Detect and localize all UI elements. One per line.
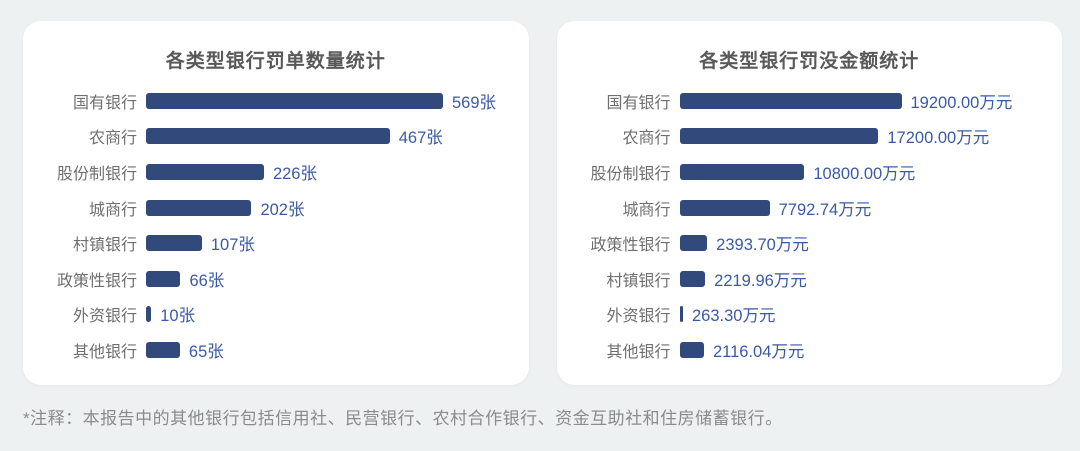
chart-row: 国有银行 19200.00万元	[557, 83, 1063, 119]
penalty-amount-chart-rows: 国有银行 19200.00万元农商行 17200.00万元股份制银行 10800.00…	[557, 67, 1063, 368]
category-label: 村镇银行	[72, 237, 137, 255]
bar	[146, 306, 152, 323]
category-label: 城商行	[622, 201, 671, 219]
category-label: 股份制银行	[590, 165, 671, 183]
bar	[679, 270, 706, 287]
value-label: 19200.00万元	[910, 93, 1013, 112]
chart-row: 其他银行 2116.04万元	[557, 332, 1063, 368]
value-label: 2219.96万元	[714, 271, 807, 290]
category-label: 农商行	[622, 130, 671, 148]
penalty-count-chart-card: 各类型银行罚单数量统计 国有银行 569张农商行 467张股份制银行 226张城商行 2…	[23, 21, 529, 385]
bar	[146, 341, 180, 358]
category-label: 农商行	[88, 130, 137, 148]
value-label: 569张	[452, 93, 497, 112]
category-label: 政策性银行	[56, 272, 137, 290]
chart-row: 股份制银行 226张	[23, 154, 529, 190]
bar	[146, 199, 252, 216]
chart-row: 村镇银行 2219.96万元	[557, 261, 1063, 297]
category-label: 政策性银行	[590, 237, 671, 255]
bar	[679, 92, 902, 109]
bar	[679, 199, 770, 216]
chart-row: 城商行 7792.74万元	[557, 190, 1063, 226]
chart-row: 村镇银行 107张	[23, 225, 529, 261]
value-label: 467张	[398, 129, 443, 148]
chart-row: 股份制银行 10800.00万元	[557, 154, 1063, 190]
category-label: 其他银行	[606, 343, 671, 361]
bar	[146, 92, 443, 109]
penalty-count-chart-rows: 国有银行 569张农商行 467张股份制银行 226张城商行 202张村镇银行 107张政…	[23, 67, 529, 368]
chart-row: 农商行 467张	[23, 119, 529, 155]
value-label: 10张	[160, 307, 196, 326]
value-label: 65张	[188, 342, 224, 361]
value-label: 226张	[272, 164, 317, 183]
value-label: 10800.00万元	[813, 164, 916, 183]
category-label: 股份制银行	[56, 165, 137, 183]
category-label: 外资银行	[72, 308, 137, 326]
chart-row: 外资银行 10张	[23, 297, 529, 333]
charts-container: 各类型银行罚单数量统计 国有银行 569张农商行 467张股份制银行 226张城商行 2…	[23, 21, 1063, 385]
category-label: 其他银行	[72, 343, 137, 361]
penalty-amount-chart-title: 各类型银行罚没金额统计	[699, 51, 920, 72]
bar	[146, 270, 181, 287]
penalty-count-chart-title: 各类型银行罚单数量统计	[165, 51, 386, 72]
value-label: 2116.04万元	[712, 342, 805, 361]
chart-row: 外资银行 263.30万元	[557, 297, 1063, 333]
value-label: 202张	[260, 200, 305, 219]
penalty-amount-chart-card: 各类型银行罚没金额统计 国有银行 19200.00万元农商行 17200.00万元股…	[556, 21, 1063, 385]
bar	[146, 128, 390, 145]
bar	[146, 163, 264, 180]
value-label: 66张	[189, 271, 225, 290]
bar	[679, 163, 805, 180]
category-label: 国有银行	[606, 94, 671, 112]
footnote: *注释：本报告中的其他银行包括信用社、民营银行、农村合作银行、资金互助社和住房储…	[23, 409, 783, 428]
bar	[679, 128, 879, 145]
category-label: 外资银行	[606, 308, 671, 326]
chart-row: 农商行 17200.00万元	[557, 119, 1063, 155]
chart-row: 其他银行 65张	[23, 332, 529, 368]
chart-row: 政策性银行 66张	[23, 261, 529, 297]
value-label: 2393.70万元	[716, 236, 809, 255]
value-label: 7792.74万元	[778, 200, 872, 219]
value-label: 263.30万元	[692, 307, 776, 326]
bar	[679, 341, 704, 358]
category-label: 村镇银行	[606, 272, 671, 290]
bar	[679, 306, 683, 323]
chart-row: 政策性银行 2393.70万元	[557, 225, 1063, 261]
bar	[679, 235, 708, 252]
value-label: 17200.00万元	[887, 129, 990, 148]
value-label: 107张	[210, 236, 255, 255]
category-label: 城商行	[88, 201, 137, 219]
chart-row: 城商行 202张	[23, 190, 529, 226]
bar	[146, 235, 202, 252]
chart-row: 国有银行 569张	[23, 83, 529, 119]
category-label: 国有银行	[72, 94, 137, 112]
